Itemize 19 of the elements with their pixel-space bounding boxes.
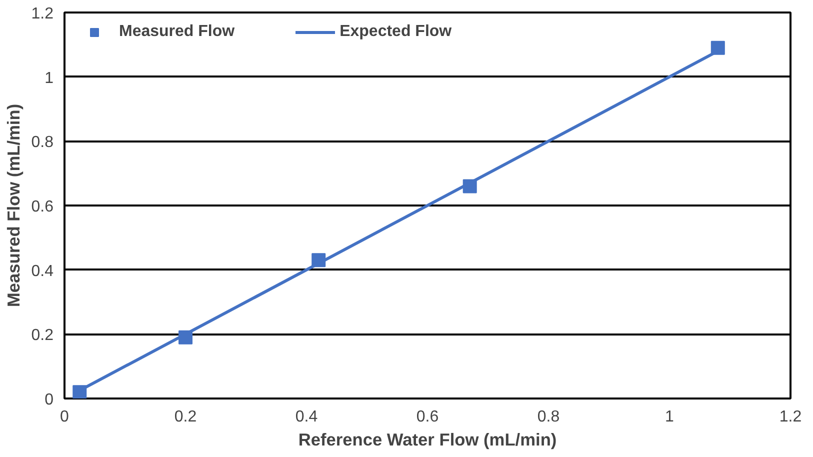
y-axis-title: Measured Flow (mL/min) xyxy=(3,104,24,308)
x-tick-label: 0.4 xyxy=(295,408,318,426)
x-tick-label: 1.2 xyxy=(779,408,802,426)
x-axis-title: Reference Water Flow (mL/min) xyxy=(298,430,557,450)
x-tick-label: 0 xyxy=(60,408,70,426)
legend-label: Measured Flow xyxy=(119,23,235,41)
legend-label: Expected Flow xyxy=(340,23,452,41)
y-tick-label: 0.6 xyxy=(31,198,54,216)
y-tick-label: 0.4 xyxy=(31,262,54,280)
y-tick-label: 1 xyxy=(44,70,54,87)
y-tick-label: 0 xyxy=(44,392,54,408)
x-tick-label: 0.6 xyxy=(416,408,439,426)
y-tick-label: 1.2 xyxy=(31,6,54,22)
x-tick-label: 0.2 xyxy=(174,408,197,426)
x-tick-label: 1 xyxy=(665,408,674,426)
y-tick-label: 0.2 xyxy=(31,327,54,344)
x-tick-label: 0.8 xyxy=(537,408,560,426)
point xyxy=(710,40,725,55)
y-tick-label: 0.8 xyxy=(31,134,54,152)
